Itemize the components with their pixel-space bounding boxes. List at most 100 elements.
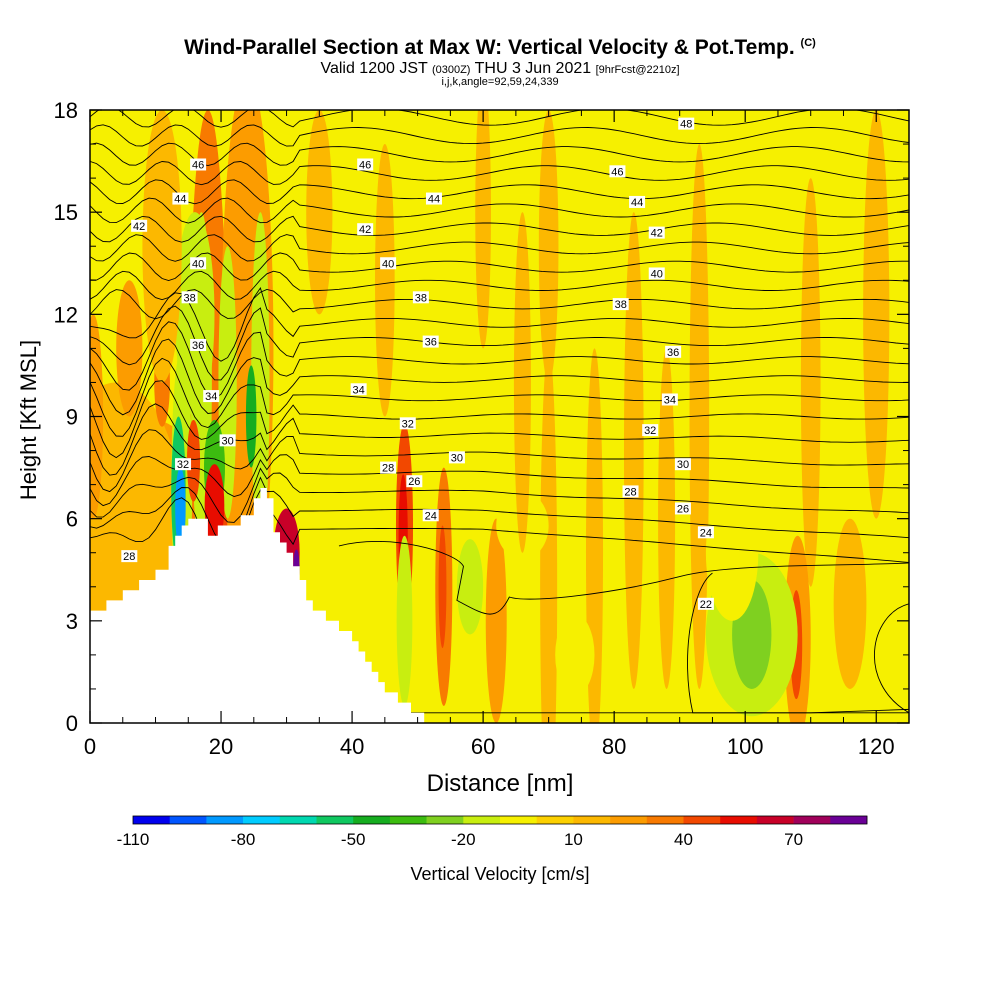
theta-contour-line [90,289,909,320]
velocity-patch [438,525,447,649]
svg-text:44: 44 [631,197,643,209]
x-tick-label: 60 [471,734,495,759]
theta-contour-label: 36 [665,345,682,359]
theta-contour-label: 48 [678,117,695,131]
svg-text:22: 22 [700,599,712,611]
theta-contour-label: 24 [422,509,439,522]
svg-text:30: 30 [221,435,233,447]
velocity-patch [800,178,821,587]
colorbar-swatch [646,816,684,824]
velocity-patch [251,212,270,553]
theta-contour-line [90,429,909,493]
theta-contour-line [90,234,909,262]
theta-contour-line [90,160,909,186]
theta-contour-line [90,179,909,205]
colorbar: -110 -80 -50 -20 10 40 70 [117,815,868,849]
svg-text:36: 36 [192,340,204,352]
velocity-patch [689,144,710,689]
colorbar-swatch [830,816,868,824]
colorbar-tick-label: 70 [784,830,803,849]
velocity-patch [623,212,644,689]
theta-contour-line [90,197,909,224]
svg-text:32: 32 [177,459,189,471]
svg-text:34: 34 [664,394,676,406]
colorbar-swatch [573,816,611,824]
svg-text:28: 28 [382,463,394,475]
velocity-patch [186,419,201,502]
svg-text:34: 34 [205,391,217,403]
theta-contour-label: 38 [181,291,198,304]
velocity-patch [658,348,676,689]
colorbar-swatch [353,816,391,824]
colorbar-swatch [133,816,170,824]
theta-contour-line [90,357,909,437]
colorbar-swatch [243,816,281,824]
colorbar-swatch [169,816,207,824]
colorbar-swatch [610,816,648,824]
svg-text:48: 48 [680,119,692,131]
chart-indices: i,j,k,angle=92,59,24,339 [441,76,559,88]
theta-contour-label: 46 [357,158,374,171]
x-tick-label: 120 [858,734,895,759]
colorbar-tick-label: -110 [117,830,150,849]
theta-contour-labels: 46 46 46 48 44 44 44 42 42 42 40 40 40 38 38 38 36 36 36 34… [121,117,714,611]
colorbar-swatch [793,816,831,824]
y-tick-label: 18 [54,98,78,123]
theta-contour-label: 40 [380,257,397,270]
velocity-patch [585,348,604,723]
theta-contour-line [338,540,909,615]
theta-contour-line [90,380,909,459]
theta-contour-line [90,454,909,507]
svg-text:46: 46 [611,166,623,178]
theta-contour-label: 38 [612,298,629,311]
velocity-patch [306,110,333,315]
theta-contour-label: 40 [190,257,207,270]
theta-contour-line [874,603,909,714]
velocity-patch [540,348,558,723]
velocity-patch [475,110,491,349]
theta-contour-label: 30 [448,451,465,464]
theta-contour-label: 40 [648,267,665,280]
velocity-patch [705,484,759,621]
velocity-patch [142,110,182,383]
velocity-patch [513,212,531,553]
velocity-patch [116,280,143,417]
velocity-patch [245,365,257,468]
theta-contour-label: 42 [357,223,374,236]
theta-contour-label: 42 [131,219,148,233]
theta-contour-label: 26 [674,502,691,515]
theta-contour-label: 28 [380,461,397,475]
svg-text:44: 44 [174,194,186,206]
theta-contour-line [90,252,909,281]
theta-contour-label: 32 [399,417,416,430]
svg-text:32: 32 [402,418,414,430]
colorbar-swatch [206,816,244,824]
svg-text:32: 32 [644,425,656,437]
colorbar-swatch [389,816,427,824]
theta-contour-label: 30 [674,458,691,471]
y-tick-label: 12 [54,302,78,327]
theta-contour-label: 36 [190,338,207,352]
theta-contour-label: 24 [697,526,714,539]
velocity-patch [555,614,595,696]
theta-contour-line [90,467,909,523]
theta-contour-label: 38 [412,291,429,304]
chart-subtitle: Valid 1200 JST (0300Z) THU 3 Jun 2021 [9… [320,60,680,77]
colorbar-swatch [536,816,574,824]
theta-contour-line [90,286,909,362]
theta-contour-label: 44 [172,192,189,206]
colorbar-tick-label: -20 [451,830,476,849]
x-tick-label: 80 [602,734,626,759]
svg-text:38: 38 [183,292,195,304]
x-tick-label: 100 [727,734,764,759]
colorbar-swatch [720,816,758,824]
svg-text:34: 34 [353,384,365,396]
theta-contour-label: 32 [175,458,192,471]
y-tick-label: 3 [66,609,78,634]
theta-contour-label: 34 [661,393,678,406]
terrain-mask [90,488,909,723]
colorbar-tick-label: 10 [564,830,583,849]
colorbar-swatch [500,816,537,824]
